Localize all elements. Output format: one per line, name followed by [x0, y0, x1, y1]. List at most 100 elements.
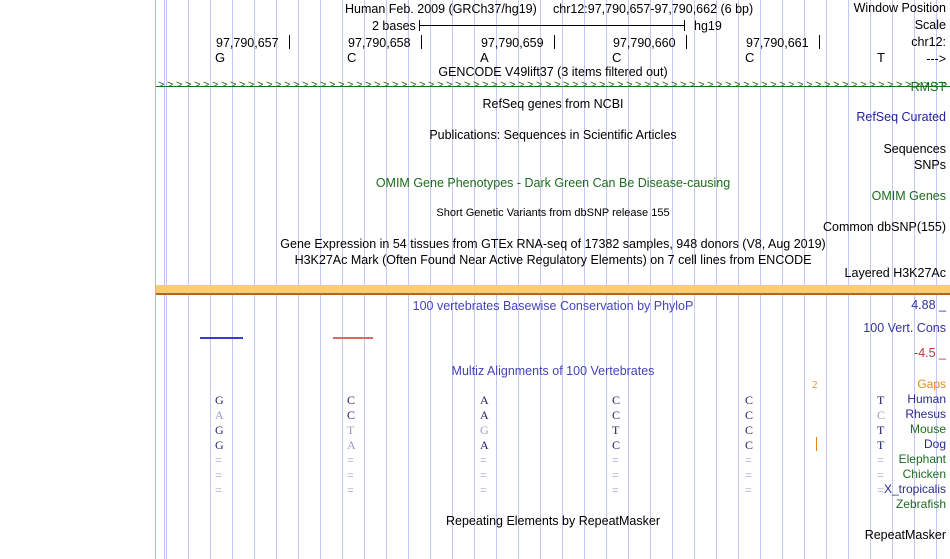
label-100-vert-cons[interactable]: 100 Vert. Cons — [863, 321, 946, 335]
label-strand: ---> — [926, 52, 946, 66]
strand-arrow-icon: > — [599, 79, 606, 91]
reference-base: C — [347, 50, 357, 65]
multiz-base: A — [480, 438, 489, 452]
strand-arrow-icon: > — [824, 79, 831, 91]
multiz-base: = — [347, 483, 354, 497]
strand-arrow-icon: > — [761, 79, 768, 91]
label-layered-h3k27ac[interactable]: Layered H3K27Ac — [844, 266, 946, 280]
caption-refseq[interactable]: RefSeq genes from NCBI — [482, 97, 624, 111]
species-label-mouse[interactable]: Mouse — [909, 422, 946, 436]
scale-bar — [419, 25, 684, 26]
strand-arrow-icon: > — [887, 79, 894, 91]
species-label-x_tropicalis[interactable]: X_tropicalis — [883, 482, 946, 496]
strand-arrow-icon: > — [806, 79, 813, 91]
h3k27ac-band-baseline — [156, 293, 950, 295]
strand-arrow-icon: > — [635, 79, 642, 91]
multiz-base: C — [347, 393, 356, 407]
strand-arrow-icon: > — [698, 79, 705, 91]
cons-axis-max: 4.88 _ — [911, 298, 946, 312]
scale-bar-cap-left — [419, 20, 420, 31]
multiz-gap-count: 2 — [812, 379, 818, 391]
species-label-gaps[interactable]: Gaps — [917, 377, 946, 391]
species-label-dog[interactable]: Dog — [923, 437, 946, 451]
label-common-dbsnp[interactable]: Common dbSNP(155) — [823, 220, 946, 234]
multiz-base: = — [347, 453, 354, 467]
species-label-rhesus[interactable]: Rhesus — [905, 407, 946, 421]
caption-h3k27ac[interactable]: H3K27Ac Mark (Often Found Near Active Re… — [294, 253, 812, 267]
label-omim-genes[interactable]: OMIM Genes — [871, 189, 946, 203]
multiz-base: T — [347, 423, 355, 437]
multiz-base: T — [877, 438, 885, 452]
rmst-transcript-line[interactable]: > > > > > > > > > > > > > > > > > > > > > > > > > > > > > > > > > > > > > > > >… — [156, 79, 950, 92]
strand-arrow-icon: > — [356, 79, 363, 91]
reference-base: G — [215, 50, 226, 65]
strand-arrow-icon: > — [545, 79, 552, 91]
strand-arrow-icon: > — [689, 79, 696, 91]
label-repeatmasker[interactable]: RepeatMasker — [864, 528, 946, 542]
caption-dbsnp[interactable]: Short Genetic Variants from dbSNP releas… — [436, 207, 670, 219]
ruler-tick-label: 97,790,657 — [216, 36, 279, 50]
reference-base: T — [877, 50, 885, 65]
rmst-line-body — [156, 86, 950, 87]
strand-arrow-icon: > — [626, 79, 633, 91]
strand-arrow-icon: > — [869, 79, 876, 91]
strand-arrow-icon: > — [671, 79, 678, 91]
multiz-base: = — [480, 468, 487, 482]
caption-gtex[interactable]: Gene Expression in 54 tissues from GTEx … — [280, 237, 826, 251]
strand-arrow-icon: > — [527, 79, 534, 91]
strand-arrow-icon: > — [176, 79, 183, 91]
h3k27ac-signal-band[interactable] — [156, 285, 950, 295]
strand-arrow-icon: > — [320, 79, 327, 91]
strand-arrow-icon: > — [563, 79, 570, 91]
ruler-tick-mark — [289, 35, 290, 49]
strand-arrow-icon: > — [491, 79, 498, 91]
caption-omim[interactable]: OMIM Gene Phenotypes - Dark Green Can Be… — [375, 176, 731, 190]
caption-repeatmasker[interactable]: Repeating Elements by RepeatMasker — [445, 514, 660, 528]
species-label-chicken[interactable]: Chicken — [902, 467, 946, 481]
strand-arrow-icon: > — [752, 79, 759, 91]
label-sequences[interactable]: Sequences — [883, 142, 946, 156]
multiz-base: = — [480, 453, 487, 467]
species-label-zebrafish[interactable]: Zebrafish — [895, 497, 946, 511]
label-rmst[interactable]: RMST — [910, 80, 946, 94]
scale-bar-cap-right — [684, 20, 685, 31]
strand-arrow-icon: > — [914, 79, 921, 91]
strand-arrow-icon: > — [428, 79, 435, 91]
caption-multiz[interactable]: Multiz Alignments of 100 Vertebrates — [451, 364, 655, 378]
strand-arrow-icon: > — [725, 79, 732, 91]
label-snps[interactable]: SNPs — [914, 158, 946, 172]
strand-arrow-icon: > — [401, 79, 408, 91]
reference-base: A — [480, 50, 489, 65]
strand-arrow-icon: > — [203, 79, 210, 91]
strand-arrow-icon: > — [455, 79, 462, 91]
strand-arrow-icon: > — [248, 79, 255, 91]
strand-arrow-icon: > — [680, 79, 687, 91]
strand-arrow-icon: > — [410, 79, 417, 91]
multiz-base: G — [215, 423, 224, 437]
multiz-base: = — [745, 468, 752, 482]
ruler-tick-label: 97,790,660 — [613, 36, 676, 50]
species-label-human[interactable]: Human — [907, 392, 946, 406]
strand-arrow-icon: > — [815, 79, 822, 91]
multiz-base: = — [215, 483, 222, 497]
caption-publications[interactable]: Publications: Sequences in Scientific Ar… — [429, 128, 677, 142]
strand-arrow-icon: > — [239, 79, 246, 91]
strand-arrow-icon: > — [842, 79, 849, 91]
multiz-base: = — [612, 483, 619, 497]
strand-arrow-icon: > — [509, 79, 516, 91]
position-label[interactable]: chr12:97,790,657-97,790,662 (6 bp) — [553, 2, 754, 16]
strand-arrow-icon: > — [257, 79, 264, 91]
multiz-base: C — [612, 408, 621, 422]
strand-arrow-icon: > — [644, 79, 651, 91]
strand-arrow-icon: > — [221, 79, 228, 91]
multiz-base: = — [347, 468, 354, 482]
strand-arrow-icon: > — [167, 79, 174, 91]
strand-arrow-icon: > — [554, 79, 561, 91]
caption-phylop[interactable]: 100 vertebrates Basewise Conservation by… — [412, 299, 694, 313]
caption-gencode[interactable]: GENCODE V49lift37 (3 items filtered out) — [438, 65, 668, 79]
multiz-base: G — [215, 393, 224, 407]
multiz-base: = — [612, 468, 619, 482]
multiz-base: = — [877, 453, 884, 467]
species-label-elephant[interactable]: Elephant — [898, 452, 946, 466]
label-refseq-curated[interactable]: RefSeq Curated — [856, 110, 946, 124]
